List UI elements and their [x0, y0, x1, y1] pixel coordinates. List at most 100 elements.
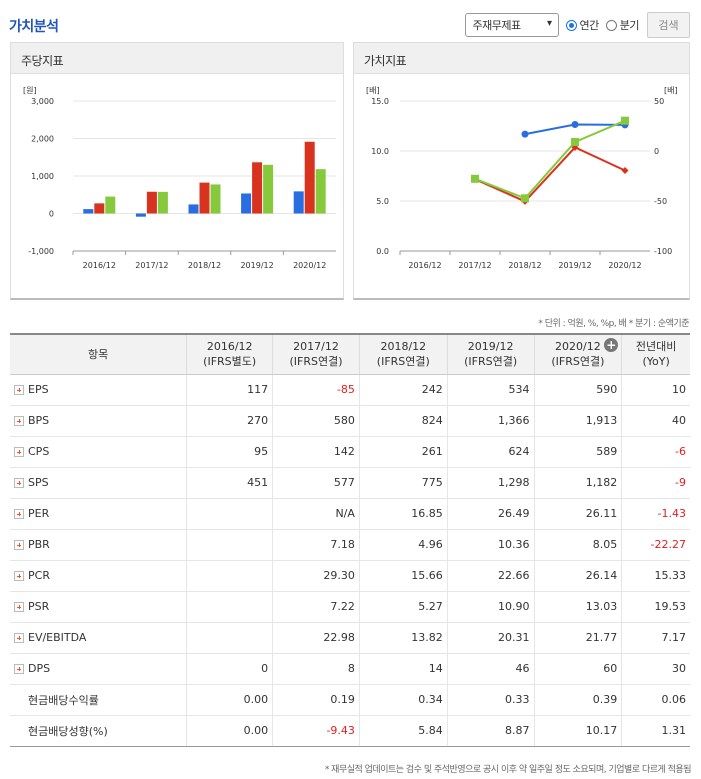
- table-cell: -1.43: [621, 498, 690, 530]
- row-label: DPS: [28, 662, 51, 675]
- table-cell: -85: [272, 374, 360, 406]
- table-row: CPS 95 142 261 624 589 -6: [10, 436, 690, 468]
- table-cell: 1,298: [446, 467, 535, 499]
- table-cell: 26.11: [533, 498, 622, 530]
- point-psr: [521, 194, 529, 203]
- table-cell: 0.34: [358, 684, 448, 716]
- table-cell: 775: [358, 467, 448, 499]
- row-label-cell[interactable]: EPS: [10, 374, 187, 406]
- radio-annual-dot[interactable]: [565, 19, 577, 31]
- table-cell: -9: [621, 467, 690, 499]
- value-panel: 가치지표 [배] [배] 15.0 50 10.0 0 5.0 -50 0.0 -100 2016/…: [353, 42, 690, 300]
- table-cell: 60: [533, 653, 622, 685]
- header-label: 2020/12: [555, 340, 601, 354]
- expand-icon[interactable]: [14, 478, 24, 488]
- add-period-icon[interactable]: +: [604, 338, 619, 352]
- search-button[interactable]: 검색: [647, 12, 690, 38]
- radio-annual[interactable]: 연간: [565, 17, 600, 33]
- expand-icon[interactable]: [14, 633, 24, 643]
- y-axis-left-unit: [배]: [366, 86, 380, 95]
- table-cell: [186, 591, 273, 623]
- table-cell: 142: [272, 436, 360, 468]
- y-tick-label: -1,000: [28, 247, 54, 256]
- row-label-cell: 현금배당수익률: [10, 684, 187, 716]
- row-label-cell[interactable]: PSR: [10, 591, 187, 623]
- table-cell: 1,366: [446, 405, 535, 437]
- table-cell: -22.27: [621, 529, 690, 561]
- value-table: 항목 2016/12 (IFRS별도) 2017/12 (IFRS연결) 2018/12(…: [10, 333, 690, 747]
- controls: 주재무제표 ▾ 연간 분기 검색: [464, 12, 690, 38]
- row-label-cell[interactable]: PER: [10, 498, 187, 530]
- row-label-cell[interactable]: PCR: [10, 560, 187, 592]
- row-label-cell[interactable]: CPS: [10, 436, 187, 468]
- radio-annual-label: 연간: [579, 19, 600, 32]
- point-pbr: [621, 167, 629, 174]
- y-left-tick-label: 10.0: [371, 147, 389, 156]
- radio-quarter-dot[interactable]: [605, 19, 617, 31]
- row-label: CPS: [28, 445, 50, 458]
- footer-note: * 재무실적 업데이트는 검수 및 주석반영으로 공시 이후 약 일주일 정도 …: [324, 765, 692, 775]
- y-right-tick-label: -50: [654, 197, 667, 206]
- table-header-row: 항목 2016/12 (IFRS별도) 2017/12 (IFRS연결) 2018/12(…: [10, 334, 690, 375]
- value-chart: [배] [배] 15.0 50 10.0 0 5.0 -50 0.0 -100 2016/12 201…: [366, 86, 678, 270]
- bar-eps: [293, 191, 304, 214]
- table-cell: 10: [621, 374, 690, 406]
- table-cell: 261: [358, 436, 448, 468]
- expand-icon[interactable]: [14, 509, 24, 519]
- table-cell: 1,182: [533, 467, 622, 499]
- expand-icon[interactable]: [14, 385, 24, 395]
- table-row: EV/EBITDA 22.98 13.82 20.31 21.77 7.17: [10, 622, 690, 654]
- table-cell: 10.36: [446, 529, 535, 561]
- expand-icon[interactable]: [14, 602, 24, 612]
- per-share-chart: [원] 3,000 2,000 1,000 0 -1,000 2016/12 2017/12 2…: [23, 86, 336, 270]
- row-label-cell[interactable]: BPS: [10, 405, 187, 437]
- y-tick-label: 3,000: [31, 97, 54, 106]
- table-cell: 26.49: [446, 498, 535, 530]
- table-row: PBR 7.18 4.96 10.36 8.05 -22.27: [10, 529, 690, 561]
- x-tick-label: 2020/12: [608, 261, 641, 270]
- expand-icon[interactable]: [14, 664, 24, 674]
- line-pbr: [474, 146, 626, 203]
- bar-sps: [105, 196, 116, 214]
- expand-icon[interactable]: [14, 540, 24, 550]
- expand-icon[interactable]: [14, 416, 24, 426]
- table-cell: 577: [272, 467, 360, 499]
- header-label: 2017/12: [293, 340, 339, 354]
- per-share-panel-title: 주당지표: [11, 43, 343, 74]
- x-tick-label: 2017/12: [458, 261, 491, 270]
- bar-sps: [157, 191, 168, 214]
- table-cell: 117: [186, 374, 273, 406]
- table-cell: 590: [533, 374, 622, 406]
- radio-quarter[interactable]: 분기: [605, 17, 640, 33]
- table-cell: 8.87: [446, 715, 535, 747]
- row-label-cell: 현금배당성향(%): [10, 715, 187, 747]
- x-tick-label: 2019/12: [240, 261, 273, 270]
- y-right-tick-label: -100: [654, 247, 672, 256]
- table-cell: -9.43: [272, 715, 360, 747]
- bar-eps: [241, 193, 252, 214]
- header-sublabel: (IFRS연결): [464, 355, 518, 369]
- table-cell: 46: [446, 653, 535, 685]
- table-cell: 1.31: [621, 715, 690, 747]
- row-label: EV/EBITDA: [28, 631, 87, 644]
- y-axis-unit: [원]: [23, 86, 37, 95]
- statement-select[interactable]: 주재무제표 ▾: [464, 13, 559, 37]
- row-label-cell[interactable]: PBR: [10, 529, 187, 561]
- row-label: EPS: [28, 383, 49, 396]
- radio-quarter-label: 분기: [619, 19, 640, 32]
- table-cell: 7.17: [621, 622, 690, 654]
- row-label: PSR: [28, 600, 50, 613]
- expand-icon[interactable]: [14, 447, 24, 457]
- table-row: PCR 29.30 15.66 22.66 26.14 15.33: [10, 560, 690, 592]
- page-title: 가치분석: [9, 19, 59, 35]
- header-item: 항목: [10, 334, 187, 375]
- table-row: 현금배당수익률 0.00 0.19 0.34 0.33 0.39 0.06: [10, 684, 690, 716]
- table-cell: 580: [272, 405, 360, 437]
- table-cell: 15.33: [621, 560, 690, 592]
- row-label-cell[interactable]: SPS: [10, 467, 187, 499]
- expand-icon[interactable]: [14, 571, 24, 581]
- row-label-cell[interactable]: EV/EBITDA: [10, 622, 187, 654]
- table-cell: -6: [621, 436, 690, 468]
- row-label-cell[interactable]: DPS: [10, 653, 187, 685]
- header-sublabel: (IFRS연결): [551, 355, 605, 369]
